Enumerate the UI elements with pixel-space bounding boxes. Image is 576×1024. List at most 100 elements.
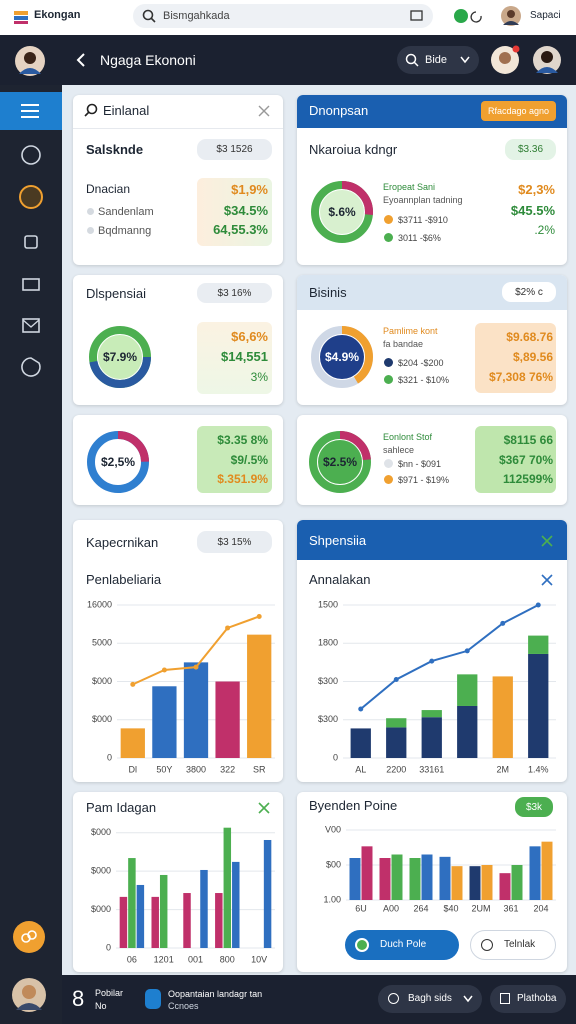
user-name: Sapaci (530, 10, 561, 21)
chart: 1.00 $00 V00 6U A00 264 $40 2UM 361 204 (323, 824, 556, 913)
header-button[interactable] (397, 46, 479, 74)
search-box[interactable] (133, 4, 433, 28)
pill[interactable]: $3 15% (197, 531, 272, 553)
window-icon[interactable] (410, 9, 424, 23)
status-icons[interactable] (452, 7, 492, 25)
bar (223, 827, 232, 948)
value: $,89.56 (512, 350, 553, 364)
footer-button[interactable] (490, 985, 566, 1013)
x-tick-label: $40 (443, 903, 458, 913)
bar (529, 846, 541, 900)
point (130, 681, 136, 687)
value: $34.5% (223, 203, 268, 218)
search-icon (142, 9, 156, 23)
close-icon[interactable] (541, 574, 553, 586)
value: $45.5% (510, 203, 555, 218)
header-avatar[interactable] (14, 45, 46, 77)
x-tick-label: 10V (251, 954, 267, 964)
close-icon[interactable] (541, 535, 553, 547)
bar (391, 854, 403, 900)
bar (350, 728, 371, 758)
bar (469, 866, 481, 900)
pill[interactable]: $3.36 (505, 139, 556, 160)
footer-number: 8 (72, 986, 85, 1011)
card-title: Dnonpsan (309, 103, 369, 118)
back-icon[interactable] (74, 52, 88, 68)
item: Sandenlam (98, 206, 154, 218)
card-title: Kapecrnikan (86, 535, 159, 550)
bar (159, 874, 168, 948)
y-tick-label: $300 (318, 714, 338, 724)
bar (128, 858, 136, 948)
close-icon[interactable] (258, 105, 270, 117)
x-tick-label: 2M (496, 764, 509, 774)
bar (183, 662, 209, 758)
card-title: Bisinis (309, 285, 347, 300)
item: 3011 -$6% (398, 233, 441, 243)
donut-label: $.6% (328, 205, 356, 219)
item: $971 - $19% (398, 475, 450, 485)
bar (379, 858, 391, 900)
footer-line: Pobilar (95, 988, 124, 998)
donut: $2.5% (309, 431, 371, 493)
line (360, 604, 539, 710)
chart-title: Annalakan (309, 572, 371, 587)
bar (499, 873, 511, 900)
bar (421, 717, 442, 758)
bar (492, 676, 513, 758)
button-icon (355, 938, 369, 952)
button[interactable] (470, 930, 556, 960)
pill[interactable]: $2% c (502, 282, 556, 302)
avatar[interactable] (490, 45, 520, 75)
bar (439, 856, 451, 900)
card-button[interactable]: Rfacdago agno (481, 101, 556, 121)
x-tick-label: A00 (383, 903, 399, 913)
pill-text: $3 15% (217, 536, 252, 548)
bar (136, 884, 145, 948)
card-title: Dlspensiai (86, 286, 146, 301)
bar (386, 727, 407, 758)
x-tick-label: SR (253, 764, 266, 774)
button-icon (481, 939, 493, 951)
bar (457, 705, 478, 758)
legend-title: Eonlont Stof (383, 432, 433, 442)
dot (384, 233, 393, 242)
header (0, 35, 576, 85)
value: .2% (534, 223, 555, 237)
sidebar-avatar[interactable] (11, 977, 47, 1013)
x-tick-label: 1.4% (528, 764, 549, 774)
y-tick-label: $300 (318, 676, 338, 686)
dot (384, 358, 393, 367)
point (464, 648, 470, 654)
fab[interactable] (12, 920, 46, 954)
chart-title: Penlabeliaria (86, 572, 162, 587)
notice-sub: Ccnoes (168, 1001, 199, 1011)
pill-text: $3k (525, 801, 543, 813)
sidebar-icons[interactable] (16, 142, 46, 382)
pill[interactable]: $3 16% (197, 283, 272, 303)
donut: $2,5% (87, 431, 149, 493)
donut-label: $2,5% (101, 455, 135, 469)
user-avatar[interactable] (500, 5, 522, 27)
x-tick-label: AL (355, 764, 366, 774)
avatar[interactable] (532, 45, 562, 75)
value-box (197, 426, 272, 493)
pill[interactable]: $3k (515, 797, 553, 817)
x-tick-label: 1201 (154, 954, 174, 964)
pill[interactable]: $3 1526 (197, 139, 272, 160)
bar (200, 869, 208, 948)
close-icon[interactable] (258, 802, 270, 814)
point (256, 613, 262, 619)
bar (457, 674, 478, 706)
bar (215, 893, 223, 948)
x-tick-label: 322 (220, 764, 235, 774)
y-tick-label: V00 (325, 824, 341, 834)
button-text: Duch Pole (380, 939, 427, 950)
bar (247, 634, 272, 758)
value: $7,308 76% (488, 370, 553, 384)
y-tick-label: 1800 (318, 638, 338, 648)
card-title: Shpensiia (309, 533, 367, 548)
value: $2,3% (518, 182, 555, 197)
y-tick-label: $000 (91, 827, 111, 837)
pill-text: $3 16% (217, 287, 252, 299)
